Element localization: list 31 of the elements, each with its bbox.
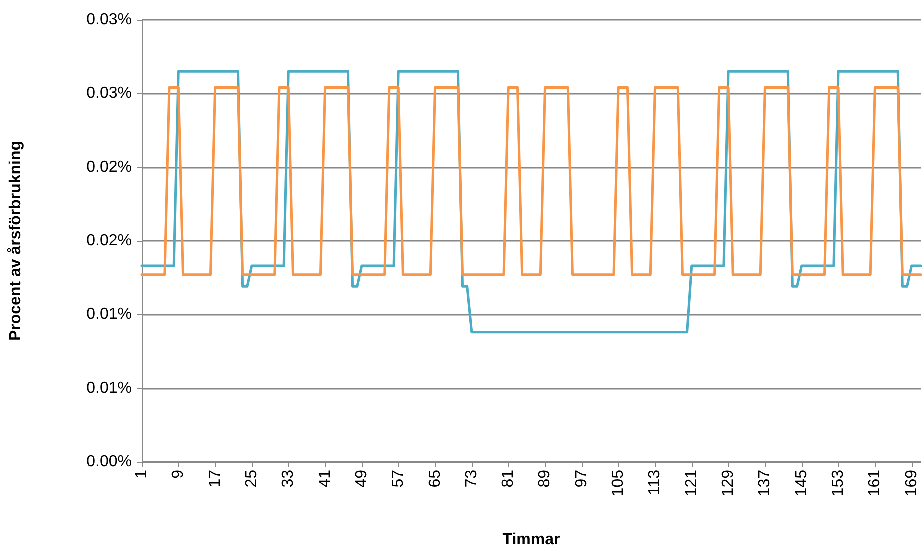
y-tick-label: 0.03% [86, 12, 132, 28]
x-tick-label: 33 [280, 470, 298, 488]
y-axis-title: Procent av årsförbrukning [6, 140, 24, 342]
x-tick-label: 65 [426, 470, 444, 488]
x-tick-label: 73 [463, 470, 480, 488]
x-tick-label: 25 [243, 470, 260, 488]
x-tick-label: 153 [830, 470, 848, 497]
x-tick-label: 161 [866, 470, 884, 497]
x-tick-label: 49 [353, 470, 370, 488]
y-tick-label: 0.00% [86, 454, 132, 470]
x-tick-label: 129 [720, 470, 738, 497]
x-tick-label: 137 [756, 470, 774, 497]
x-tick-label: 89 [536, 470, 554, 488]
x-tick-label: 41 [316, 470, 334, 488]
y-tick-label: 0.01% [86, 306, 132, 324]
x-tick-label: 1 [134, 470, 150, 479]
x-tick-label: 113 [646, 470, 664, 496]
y-tick-label: 0.03% [86, 85, 132, 102]
y-tick-label: 0.02% [86, 232, 132, 250]
x-axis-title: Timmar [502, 532, 560, 548]
x-tick-label: 57 [390, 470, 408, 488]
y-tick-label: 0.01% [86, 380, 132, 397]
x-tick-label: 97 [573, 470, 590, 488]
x-tick-label: 17 [206, 470, 224, 488]
x-tick-label: 9 [170, 470, 188, 479]
x-tick-label: 105 [610, 470, 628, 497]
y-tick-label: 0.02% [86, 158, 132, 176]
x-tick-label: 169 [903, 470, 920, 497]
x-tick-label: 81 [500, 470, 518, 488]
x-tick-label: 145 [793, 470, 810, 497]
x-tick-label: 121 [683, 470, 700, 497]
